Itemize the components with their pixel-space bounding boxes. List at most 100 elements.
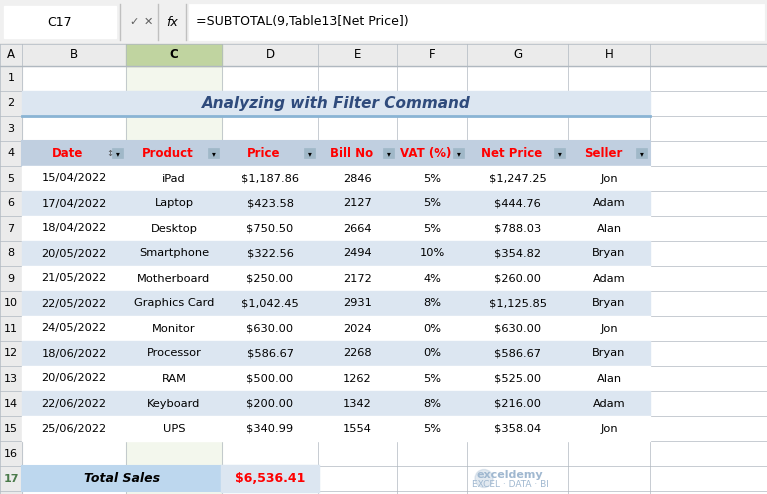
Text: 5%: 5% xyxy=(423,373,441,383)
Text: Seller: Seller xyxy=(584,147,622,160)
Text: ▾: ▾ xyxy=(387,149,390,158)
Text: $1,125.85: $1,125.85 xyxy=(489,298,547,308)
Text: 5%: 5% xyxy=(423,173,441,183)
Text: Price: Price xyxy=(247,147,281,160)
Bar xyxy=(22,416,650,441)
Text: ▾: ▾ xyxy=(456,149,460,158)
Bar xyxy=(22,141,650,441)
Text: 1: 1 xyxy=(8,74,15,83)
Text: Alan: Alan xyxy=(597,223,621,234)
Bar xyxy=(22,266,650,291)
Text: ✕: ✕ xyxy=(143,17,153,27)
Text: Adam: Adam xyxy=(593,199,625,208)
Text: Analyzing with Filter Command: Analyzing with Filter Command xyxy=(202,96,470,111)
Text: Motherboard: Motherboard xyxy=(137,274,211,284)
Text: Desktop: Desktop xyxy=(150,223,197,234)
Bar xyxy=(22,316,650,341)
Text: 9: 9 xyxy=(8,274,15,284)
Text: ▾: ▾ xyxy=(212,149,216,158)
Text: Laptop: Laptop xyxy=(154,199,193,208)
Bar xyxy=(22,291,650,316)
Text: F: F xyxy=(429,48,436,61)
Text: 8%: 8% xyxy=(423,399,441,409)
Text: 1342: 1342 xyxy=(343,399,372,409)
Text: 1262: 1262 xyxy=(343,373,372,383)
Bar xyxy=(126,44,222,66)
Text: Bryan: Bryan xyxy=(592,348,626,359)
Text: 2172: 2172 xyxy=(343,274,372,284)
Text: 8%: 8% xyxy=(423,298,441,308)
Bar xyxy=(383,149,394,159)
Text: ↕: ↕ xyxy=(107,149,114,158)
Text: $423.58: $423.58 xyxy=(246,199,294,208)
Text: 2494: 2494 xyxy=(343,248,372,258)
Bar xyxy=(190,5,763,39)
Text: ▾: ▾ xyxy=(116,149,120,158)
Text: $250.00: $250.00 xyxy=(246,274,294,284)
Text: $586.67: $586.67 xyxy=(494,348,541,359)
Text: C: C xyxy=(170,48,179,61)
Bar xyxy=(304,149,315,159)
Text: exceldemy: exceldemy xyxy=(476,469,543,480)
Text: 14: 14 xyxy=(4,399,18,409)
Text: 12: 12 xyxy=(4,348,18,359)
Text: D: D xyxy=(265,48,275,61)
Text: $630.00: $630.00 xyxy=(246,324,294,333)
Text: $6,536.41: $6,536.41 xyxy=(235,472,305,485)
Text: 17: 17 xyxy=(3,474,18,484)
Text: iPad: iPad xyxy=(162,173,186,183)
Bar xyxy=(0,44,767,66)
Text: 0%: 0% xyxy=(423,324,441,333)
Text: 10: 10 xyxy=(4,298,18,308)
Text: 13: 13 xyxy=(4,373,18,383)
Text: 2931: 2931 xyxy=(343,298,372,308)
Text: 3: 3 xyxy=(8,124,15,133)
Text: $1,247.25: $1,247.25 xyxy=(489,173,546,183)
Bar xyxy=(126,66,222,494)
Text: $788.03: $788.03 xyxy=(494,223,542,234)
Bar xyxy=(222,466,318,491)
Text: 6: 6 xyxy=(8,199,15,208)
Text: C17: C17 xyxy=(48,15,72,29)
Text: ▾: ▾ xyxy=(640,149,644,158)
Text: 16: 16 xyxy=(4,449,18,458)
Text: G: G xyxy=(513,48,522,61)
Text: 10%: 10% xyxy=(420,248,445,258)
Bar xyxy=(22,191,650,216)
Text: 2127: 2127 xyxy=(343,199,372,208)
Text: 2268: 2268 xyxy=(343,348,372,359)
Text: 25/06/2022: 25/06/2022 xyxy=(41,423,107,434)
Text: 2024: 2024 xyxy=(343,324,372,333)
Text: 4: 4 xyxy=(8,149,15,159)
Text: $630.00: $630.00 xyxy=(494,324,541,333)
Text: 0%: 0% xyxy=(423,348,441,359)
Text: Jon: Jon xyxy=(601,324,617,333)
Text: $500.00: $500.00 xyxy=(246,373,294,383)
Bar xyxy=(22,466,222,491)
Text: Total Sales: Total Sales xyxy=(84,472,160,485)
Text: 4%: 4% xyxy=(423,274,441,284)
Text: H: H xyxy=(604,48,614,61)
Text: UPS: UPS xyxy=(163,423,186,434)
Text: 5: 5 xyxy=(8,173,15,183)
Text: 1554: 1554 xyxy=(343,423,372,434)
Text: $358.04: $358.04 xyxy=(494,423,541,434)
Text: ✓: ✓ xyxy=(130,17,139,27)
Text: 2: 2 xyxy=(8,98,15,109)
Text: Adam: Adam xyxy=(593,274,625,284)
Text: Net Price: Net Price xyxy=(481,147,542,160)
Bar xyxy=(22,166,650,191)
Text: Alan: Alan xyxy=(597,373,621,383)
Text: 20/05/2022: 20/05/2022 xyxy=(41,248,107,258)
Text: Adam: Adam xyxy=(593,399,625,409)
Bar xyxy=(4,6,116,38)
Text: 15/04/2022: 15/04/2022 xyxy=(41,173,107,183)
Bar xyxy=(22,91,650,116)
Text: $1,187.86: $1,187.86 xyxy=(241,173,299,183)
Text: Processor: Processor xyxy=(146,348,202,359)
Text: Date: Date xyxy=(52,147,84,160)
Text: Bryan: Bryan xyxy=(592,298,626,308)
Bar xyxy=(0,66,22,494)
Text: Keyboard: Keyboard xyxy=(147,399,201,409)
Bar xyxy=(453,149,464,159)
